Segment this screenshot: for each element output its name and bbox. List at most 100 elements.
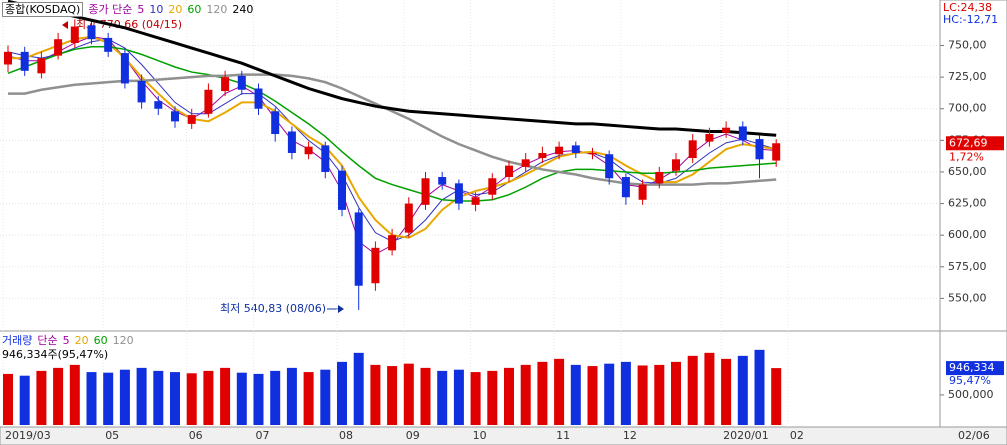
candle-body [154,101,163,109]
volume-bar [86,372,97,425]
volume-bar [286,367,297,425]
volume-bars [3,349,782,425]
volume-bar [3,373,13,425]
volume-bar [537,361,548,425]
volume-bar [570,364,581,425]
candle-body [672,159,680,171]
volume-bar [403,363,414,425]
ma-items: 5 10 20 60 120 240 [137,3,258,16]
volume-bar [253,373,264,425]
volume-ma-legend-item: 60 [93,334,108,347]
volume-bar [119,369,130,425]
candle-body [605,154,614,179]
y-tick-label: 500,000 [948,388,994,401]
volume-bar [620,361,631,425]
candle-body [388,235,397,251]
volume-bar [370,364,381,425]
volume-title: 거래량 [2,334,33,347]
y-tick-label: 750,00 [948,39,987,52]
candle-body [4,51,12,65]
volume-bar [186,373,197,425]
volume-bar [520,364,531,425]
last-price-box [946,136,1004,151]
volume-bar [53,367,64,425]
volume-bar [103,372,114,425]
candle-body [655,171,664,184]
volume-bar [170,372,180,425]
last-date: 02/06 [958,429,990,442]
x-tick-label: 11 [556,429,570,442]
ma-legend-item: 10 [149,3,164,16]
candle-body [354,212,363,286]
volume-bar [754,349,765,425]
candle-body [70,26,79,43]
candle-body [421,178,430,205]
candle-body [438,177,447,185]
candle-body [287,131,296,153]
candle-body [638,184,647,200]
candle-body [454,183,463,204]
ma-legend-item: 5 [137,3,145,16]
volume-bar [587,366,598,425]
candle-body [488,178,497,195]
volume-bar [771,368,782,425]
candle-body [722,127,731,133]
candle-body [371,247,380,284]
volume-ma-legend-item: 20 [74,334,89,347]
last-price-label: 672,69 [949,136,988,149]
candle-body [237,75,246,90]
y-tick-label: 700,00 [948,102,987,115]
candle-body [471,197,480,205]
candle-body [588,152,597,155]
volume-bar [203,370,214,425]
candle-body [137,80,146,103]
hc-label: HC:-12,71 [943,13,998,26]
volume-bar [387,366,398,425]
volume-bar [637,365,648,425]
lc-label: LC:24,38 [943,1,992,14]
candle-body [621,177,630,198]
candle-body [221,77,230,92]
candle-body [120,53,129,84]
ma-legend-item: 120 [206,3,228,16]
volume-legend: 거래량 단순 5 20 60 120 946,334주(95,47%) [2,334,144,362]
last-volume-label: 946,334 [949,361,995,374]
candle-body [304,146,313,155]
candle-body [521,159,530,167]
x-tick-label: 10 [473,429,487,442]
volume-bar [337,361,347,425]
x-tick-label: 06 [189,429,203,442]
date-axis [0,426,1007,445]
candle-body [571,145,580,153]
volume-bar [654,364,665,425]
y-tick-label: 600,00 [948,228,987,241]
volume-ratio-label: 95,47% [949,374,991,387]
volume-bar [504,367,514,425]
volume-bar [36,370,47,425]
candle-body [338,170,346,210]
y-tick-label: 725,00 [948,70,987,83]
candle-body [20,51,29,71]
right-axis-panel [939,0,1007,428]
candle-body [738,126,747,141]
candle-body [705,134,714,142]
volume-ma-legend-item: 5 [62,334,70,347]
x-tick-label: 2020/01 [723,429,769,442]
x-tick-label: 12 [623,429,637,442]
volume-bar [721,358,732,425]
volume-ma-items: 5 20 60 120 [63,334,139,347]
candle-body [37,58,46,74]
candle-body [755,139,764,160]
y-tick-label: 650,00 [948,165,987,178]
volume-bar [470,372,481,425]
volume-bar [19,375,30,425]
x-tick-label: 08 [339,429,353,442]
volume-bar [671,361,681,425]
volume-bar [554,358,565,425]
x-tick-label: 02 [790,429,804,442]
volume-bar [353,352,364,425]
volume-bar [453,369,464,425]
candle-body [171,111,179,122]
